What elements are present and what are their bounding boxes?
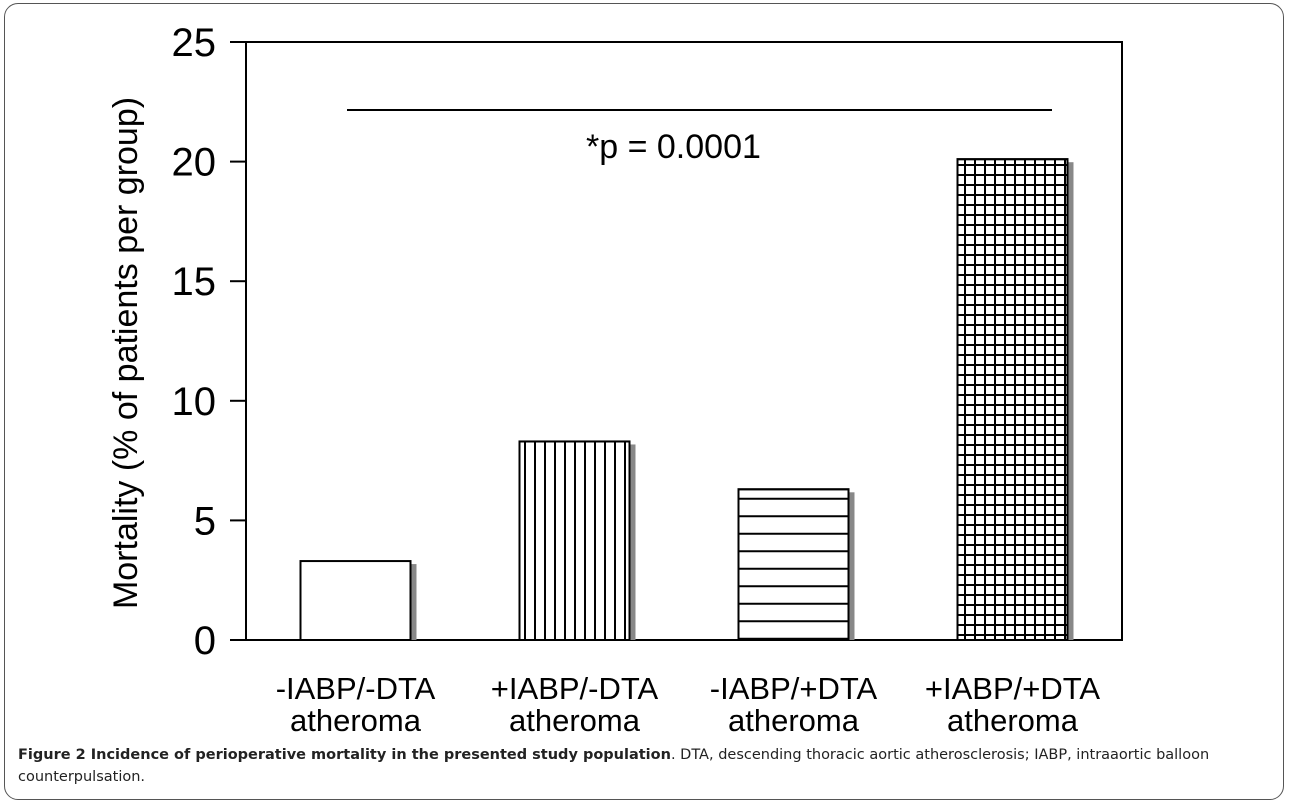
x-tick-label: atheroma: [290, 703, 422, 738]
figure-frame: [4, 3, 1284, 800]
caption-text: . DTA, descending thoracic aortic athero…: [18, 747, 1210, 785]
x-tick-label: -IABP/+DTA: [710, 671, 878, 706]
bars: [299, 158, 1074, 642]
caption-title: Figure 2 Incidence of perioperative mort…: [18, 747, 671, 763]
bar-1: [299, 560, 417, 642]
bar-3: [737, 488, 855, 641]
bar-2: [518, 440, 636, 641]
x-axis-labels: -IABP/-DTAatheroma+IABP/-DTAatheroma-IAB…: [276, 671, 1101, 738]
x-tick-label: atheroma: [509, 703, 641, 738]
y-tick-label: 0: [194, 619, 216, 663]
x-tick-label: -IABP/-DTA: [276, 671, 436, 706]
y-tick-label: 10: [172, 380, 217, 424]
x-tick-label: +IABP/-DTA: [491, 671, 659, 706]
plot-frame: [245, 41, 1123, 641]
p-value-annotation: *p = 0.0001: [586, 128, 761, 166]
x-tick-label: atheroma: [728, 703, 860, 738]
bar-pattern: [956, 158, 1069, 641]
bar-pattern: [737, 488, 850, 641]
figure-caption: Figure 2 Incidence of perioperative mort…: [18, 744, 1280, 788]
bar-pattern: [518, 440, 631, 641]
bar-fill: [299, 560, 412, 642]
x-tick-label: +IABP/+DTA: [925, 671, 1100, 706]
y-tick-label: 15: [172, 260, 217, 304]
plot-area: [245, 41, 1123, 641]
y-axis-label: Mortality (% of patients per group): [107, 97, 145, 609]
y-tick-label: 20: [172, 141, 217, 185]
bar-4: [956, 158, 1074, 641]
x-tick-label: atheroma: [947, 703, 1079, 738]
y-axis-ticks: 0 5 10 15 20 25: [172, 21, 246, 663]
y-tick-label: 5: [194, 499, 216, 543]
y-tick-label: 25: [172, 21, 217, 65]
